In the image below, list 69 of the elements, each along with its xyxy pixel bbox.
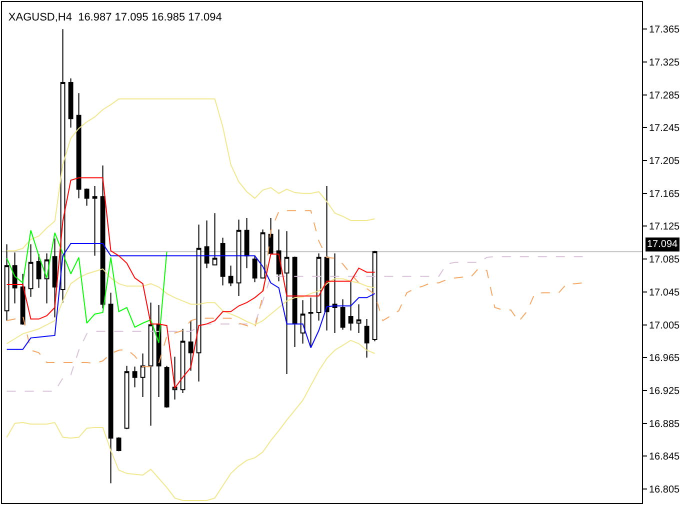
line-series bbox=[6, 98, 376, 252]
candlestick bbox=[324, 185, 330, 332]
line-series bbox=[6, 268, 376, 344]
y-tick-label: 17.245 bbox=[649, 123, 680, 134]
candlestick bbox=[172, 356, 178, 400]
line-series bbox=[6, 210, 584, 368]
candlestick bbox=[60, 28, 66, 304]
candlestick bbox=[220, 237, 226, 286]
candlestick bbox=[164, 365, 170, 408]
line-series bbox=[6, 256, 584, 392]
candlestick bbox=[228, 265, 234, 287]
candlestick bbox=[92, 185, 98, 256]
candlestick bbox=[100, 164, 106, 309]
candlestick bbox=[340, 298, 346, 330]
candlestick bbox=[108, 292, 114, 484]
candlestick bbox=[284, 230, 290, 375]
candlestick bbox=[372, 250, 378, 342]
candlestick bbox=[236, 219, 242, 297]
y-tick-label: 16.845 bbox=[649, 452, 680, 463]
ref-line-label: 17.094 bbox=[647, 239, 678, 250]
candlestick bbox=[356, 304, 362, 334]
candlestick bbox=[116, 436, 122, 452]
candlestick bbox=[212, 212, 218, 266]
y-tick-label: 17.365 bbox=[649, 24, 680, 36]
y-tick-label: 16.805 bbox=[649, 484, 680, 496]
y-tick-label: 17.005 bbox=[649, 320, 680, 332]
candlestick bbox=[316, 252, 322, 322]
candlestick bbox=[20, 273, 26, 326]
candlestick bbox=[188, 320, 194, 372]
line-series bbox=[6, 242, 376, 350]
line-series bbox=[6, 340, 376, 502]
candlestick bbox=[308, 297, 314, 348]
candlestick bbox=[300, 300, 306, 344]
candlestick bbox=[204, 220, 210, 269]
candlestick bbox=[52, 238, 58, 318]
candlestick bbox=[252, 255, 258, 283]
y-tick-label: 17.165 bbox=[649, 188, 680, 200]
candlestick bbox=[76, 92, 82, 199]
y-tick-label: 16.885 bbox=[649, 418, 680, 430]
y-tick-label: 17.325 bbox=[649, 57, 680, 68]
line-series bbox=[6, 230, 168, 344]
y-tick-label: 17.125 bbox=[649, 222, 680, 233]
y-tick-label: 17.205 bbox=[649, 156, 680, 168]
candlestick bbox=[348, 282, 354, 332]
candlestick bbox=[196, 224, 202, 382]
candlestick bbox=[180, 328, 186, 394]
candlestick bbox=[132, 366, 138, 388]
y-tick-label: 17.085 bbox=[649, 254, 680, 266]
y-tick-label: 16.925 bbox=[649, 386, 680, 397]
candlestick bbox=[68, 78, 74, 128]
y-tick-label: 17.045 bbox=[649, 287, 680, 298]
candlestick bbox=[332, 252, 338, 334]
candlestick bbox=[268, 218, 274, 254]
candlestick bbox=[140, 353, 146, 398]
candlestick bbox=[292, 256, 298, 348]
candlestick bbox=[364, 318, 370, 358]
candlestick bbox=[12, 252, 18, 304]
candlestick bbox=[36, 254, 42, 288]
candlestick bbox=[84, 188, 90, 206]
y-tick-label: 16.965 bbox=[649, 353, 680, 364]
candlestick bbox=[28, 244, 34, 298]
line-series bbox=[6, 177, 376, 389]
y-tick-label: 17.285 bbox=[649, 90, 680, 102]
candlestick bbox=[124, 365, 130, 430]
candlestick bbox=[148, 302, 154, 426]
text: XAGUSD,H4 16.987 17.095 16.985 17.094 bbox=[8, 11, 222, 24]
candlestick bbox=[260, 229, 266, 278]
candlestick bbox=[4, 244, 10, 322]
candlestick bbox=[244, 218, 250, 269]
